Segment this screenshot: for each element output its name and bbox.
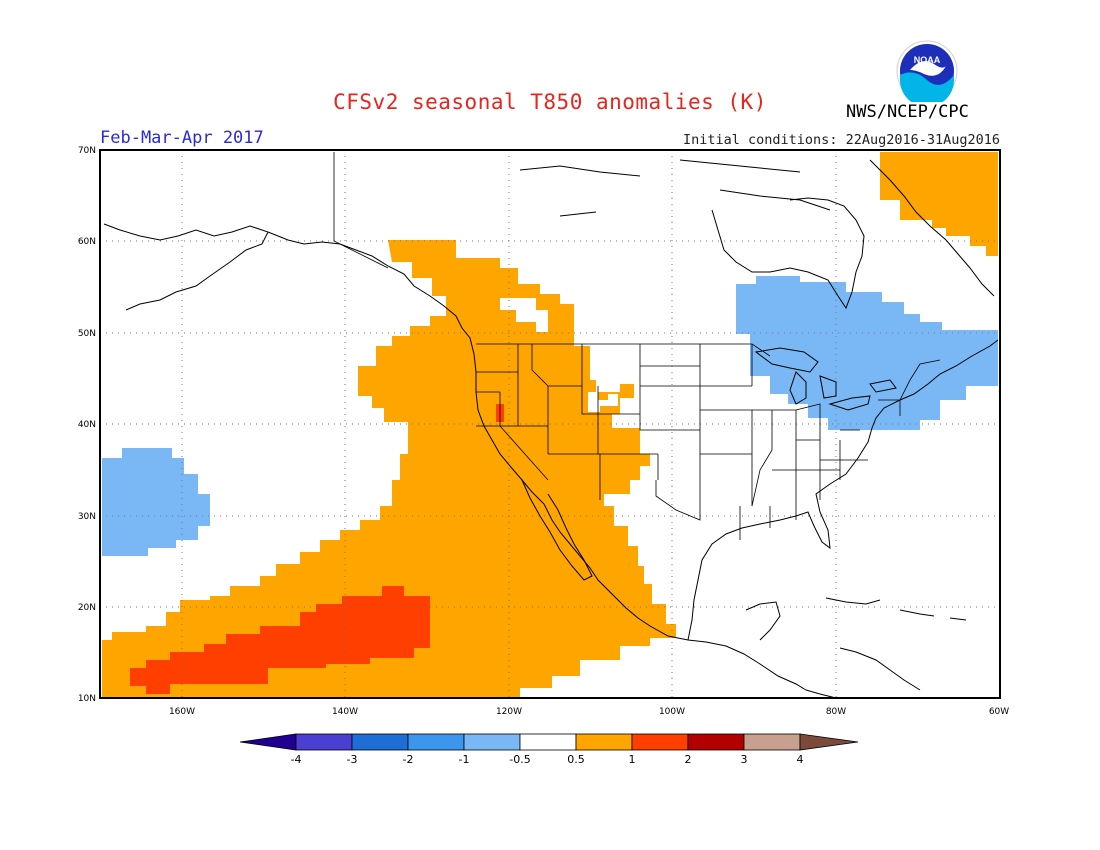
lat-lon-grid [100,150,1000,698]
colorbar-label: 1 [629,753,636,766]
lat-label: 30N [78,512,96,522]
cool-anomaly-great-lakes [736,276,998,430]
lat-label: 20N [78,603,96,613]
colorbar-labels: -4 -3 -2 -1 -0.5 0.5 1 2 3 4 [291,753,804,766]
lon-label: 120W [496,707,522,717]
initial-conditions-label: Initial conditions: 22Aug2016-31Aug2016 [683,132,1000,148]
colorbar [239,733,859,751]
latitude-labels: 70N 60N 50N 40N 30N 20N 10N [78,146,96,704]
lat-label: 40N [78,420,96,430]
colorbar-swatch [351,733,409,751]
lat-label: 70N [78,146,96,156]
season-label: Feb-Mar-Apr 2017 [100,128,264,148]
lon-label: 160W [169,707,195,717]
colorbar-swatch [575,733,633,751]
agency-label: NWS/NCEP/CPC [846,102,969,122]
colorbar-label: -4 [291,753,302,766]
colorbar-swatch [687,733,745,751]
neutral-gap-bc [500,298,548,332]
lon-label: 60W [989,707,1009,717]
lon-label: 80W [826,707,846,717]
anomaly-shading [102,152,998,698]
map-title: CFSv2 seasonal T850 anomalies (K) [333,90,767,114]
colorbar-label: -3 [347,753,358,766]
colorbar-label: 2 [685,753,692,766]
lat-label: 50N [78,329,96,339]
colorbar-swatch [519,733,577,751]
lat-label: 60N [78,237,96,247]
colorbar-swatch [631,733,689,751]
warm-anomaly-region [102,240,676,698]
lon-label: 100W [659,707,685,717]
colorbar-label: -2 [403,753,414,766]
longitude-labels: 160W 140W 120W 100W 80W 60W [169,707,1009,717]
neutral-gap-wyoming [588,392,618,412]
colorbar-label: 3 [741,753,748,766]
colorbar-swatch [295,733,353,751]
colorbar-label: -1 [459,753,470,766]
cool-anomaly-north-pacific [102,448,210,556]
lon-label: 140W [332,707,358,717]
map-frame [99,149,1001,699]
colorbar-low-arrow [239,733,297,751]
warm-anomaly-northeast-canada [880,152,998,256]
colorbar-swatch [743,733,801,751]
colorbar-label: 0.5 [567,753,585,766]
lat-label: 10N [78,694,96,704]
colorbar-high-arrow [799,733,859,751]
political-borders [333,152,941,540]
colorbar-swatch [407,733,465,751]
colorbar-swatch [463,733,521,751]
colorbar-label: 4 [797,753,804,766]
noaa-logo-icon: NOAA [896,40,958,102]
logo-text: NOAA [914,55,941,65]
colorbar-label: -0.5 [509,753,530,766]
coastlines [103,159,999,699]
strong-warm-anomaly-pacific [130,586,430,694]
